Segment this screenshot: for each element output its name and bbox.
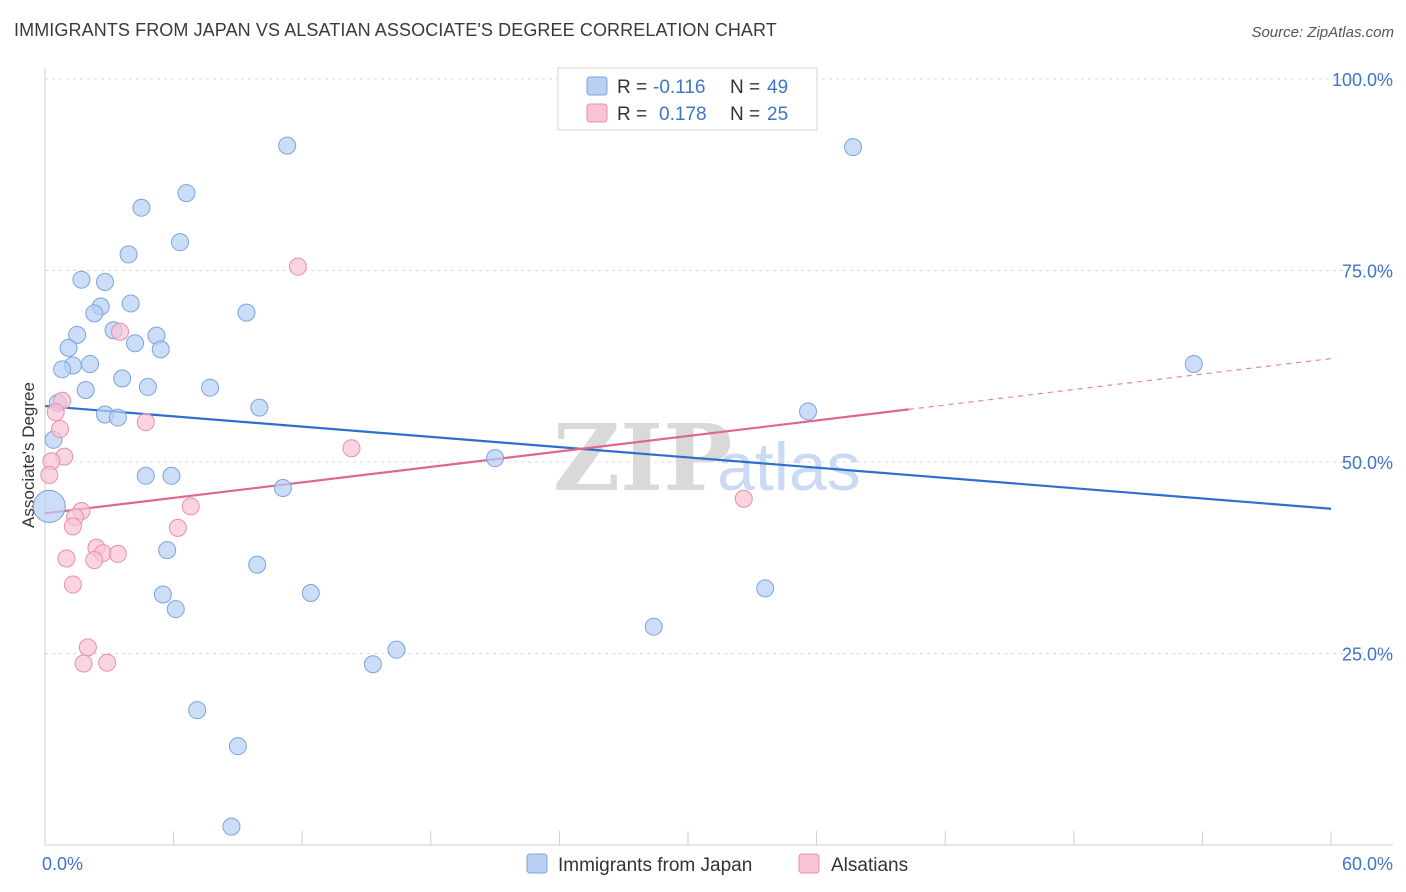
series-legend-label-japan[interactable]: Immigrants from Japan xyxy=(558,855,752,876)
data-point xyxy=(288,257,307,276)
data-point xyxy=(188,701,207,720)
trend-line-pink xyxy=(44,408,909,515)
data-point xyxy=(799,402,818,421)
legend-swatch-pink xyxy=(586,103,608,123)
data-point xyxy=(177,184,196,203)
data-point xyxy=(201,378,220,397)
series-legend-swatch-japan[interactable] xyxy=(526,853,548,874)
data-point xyxy=(113,369,132,388)
data-point xyxy=(57,549,76,568)
data-point xyxy=(222,817,241,836)
data-point xyxy=(168,518,187,537)
data-point xyxy=(72,270,91,289)
data-point xyxy=(138,377,157,396)
data-point xyxy=(32,489,66,523)
data-point xyxy=(153,585,172,604)
data-point xyxy=(162,466,181,485)
series-legend-label-alsatians[interactable]: Alsatians xyxy=(831,855,908,876)
data-points xyxy=(32,136,1203,836)
data-point xyxy=(228,737,247,756)
data-point xyxy=(486,449,505,468)
data-point xyxy=(119,245,138,264)
legend-n-label-2: N = xyxy=(730,104,760,125)
stats-legend: R = -0.116 N = 49 R = 0.178 N = 25 xyxy=(557,67,818,131)
data-point xyxy=(59,338,78,357)
data-point xyxy=(301,583,320,602)
data-point xyxy=(85,304,104,323)
data-point xyxy=(74,654,93,673)
source-credit: Source: ZipAtlas.com xyxy=(1251,24,1394,41)
legend-n-label-1: N = xyxy=(730,77,760,98)
data-point xyxy=(278,136,297,155)
data-point xyxy=(756,579,775,598)
data-point xyxy=(136,466,155,485)
data-point xyxy=(151,340,170,359)
y-tick-label: 25.0% xyxy=(1342,645,1393,665)
trend-line-extension-pink xyxy=(908,357,1332,410)
x-tick-label: 60.0% xyxy=(1342,854,1393,874)
data-point xyxy=(51,420,70,439)
legend-swatch-blue xyxy=(586,76,608,96)
data-point xyxy=(644,617,663,636)
data-point xyxy=(126,334,145,353)
data-point xyxy=(96,272,115,291)
data-point xyxy=(53,360,72,379)
legend-n-value-1: 49 xyxy=(767,77,788,98)
data-point xyxy=(171,233,190,252)
series-blue xyxy=(32,136,1203,836)
legend-r-label-2: R = xyxy=(617,104,647,125)
data-point xyxy=(734,489,753,508)
series-legend-swatch-alsatians[interactable] xyxy=(798,853,820,874)
legend-r-value-1: -0.116 xyxy=(653,77,705,98)
data-point xyxy=(250,398,269,417)
legend-r-label-1: R = xyxy=(617,77,647,98)
y-tick-label: 50.0% xyxy=(1342,453,1393,473)
data-point xyxy=(273,479,292,498)
y-tick-label: 100.0% xyxy=(1332,70,1393,90)
data-point xyxy=(121,294,140,313)
data-point xyxy=(158,541,177,560)
data-point xyxy=(248,555,267,574)
data-point xyxy=(78,638,97,657)
data-point xyxy=(81,354,100,373)
axes: 100.0% 75.0% 50.0% 25.0% 0.0% 60.0% xyxy=(42,68,1393,874)
data-point xyxy=(85,551,104,570)
data-point xyxy=(76,380,95,399)
data-point xyxy=(363,655,382,674)
legend-n-value-2: 25 xyxy=(767,104,788,125)
trend-line-blue xyxy=(44,404,1332,510)
data-point xyxy=(1184,354,1203,373)
data-point xyxy=(98,653,117,672)
series-pink xyxy=(40,257,753,673)
data-point xyxy=(844,138,863,157)
trend-lines xyxy=(44,357,1332,515)
data-point xyxy=(108,544,127,563)
y-tick-label: 75.0% xyxy=(1342,262,1393,282)
data-point xyxy=(136,413,155,432)
y-axis-label: Associate's Degree xyxy=(19,382,38,528)
data-point xyxy=(63,575,82,594)
data-point xyxy=(181,497,200,516)
data-point xyxy=(132,198,151,217)
legend-r-value-2: 0.178 xyxy=(659,104,707,125)
data-point xyxy=(63,517,82,536)
series-legend: Immigrants from Japan Alsatians xyxy=(526,853,908,876)
data-point xyxy=(68,325,87,344)
data-point xyxy=(111,322,130,341)
data-point xyxy=(46,403,65,422)
data-point xyxy=(237,303,256,322)
data-point xyxy=(387,640,406,659)
data-point xyxy=(108,408,127,427)
data-point xyxy=(166,600,185,619)
data-point xyxy=(342,439,361,458)
x-tick-label: 0.0% xyxy=(42,854,83,874)
data-point xyxy=(40,466,59,485)
chart-title: IMMIGRANTS FROM JAPAN VS ALSATIAN ASSOCI… xyxy=(14,20,777,40)
